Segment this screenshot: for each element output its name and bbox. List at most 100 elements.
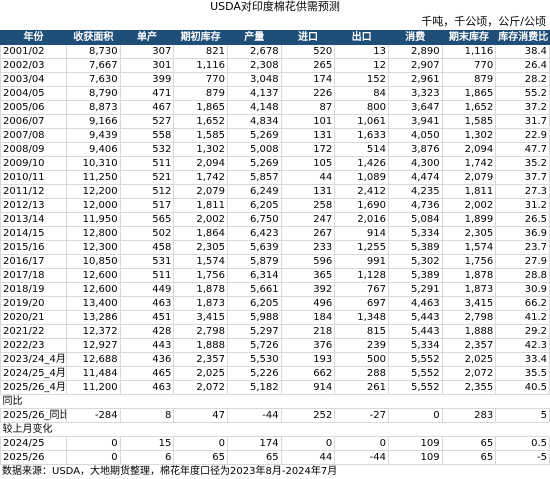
row-label: 2011/12 xyxy=(0,184,67,199)
cell: 283 xyxy=(441,408,497,423)
cell: 5,443 xyxy=(387,310,443,325)
cell: 2,094 xyxy=(173,156,228,171)
cell: 1,348 xyxy=(334,310,389,325)
cell: 28.8 xyxy=(495,268,550,283)
cell: 28.2 xyxy=(495,72,550,87)
cell: 33.4 xyxy=(495,352,550,367)
cell: 2,907 xyxy=(387,58,443,73)
cell: 35.2 xyxy=(495,156,550,171)
cell: 44 xyxy=(280,170,336,185)
cell: 4,463 xyxy=(387,296,443,311)
cell: 4,300 xyxy=(387,156,443,171)
cell: 47.7 xyxy=(495,142,550,157)
cell: 7,630 xyxy=(66,72,121,87)
cell: 31.7 xyxy=(495,114,550,129)
cell: 66.2 xyxy=(495,296,550,311)
cell: 565 xyxy=(119,212,175,227)
row-label: 2007/08 xyxy=(0,128,67,143)
cell: 42.3 xyxy=(495,338,550,353)
row-label: 2025/26 xyxy=(0,450,67,465)
cell: 47 xyxy=(173,408,228,423)
cell: 471 xyxy=(119,86,175,101)
cell: 31.2 xyxy=(495,198,550,213)
cell: 496 xyxy=(280,296,336,311)
cell: 815 xyxy=(334,324,389,339)
row-label: 2024/25_4月 xyxy=(0,366,67,381)
cell: 87 xyxy=(280,100,336,115)
cell: 0 xyxy=(66,450,121,465)
cell: 770 xyxy=(441,58,497,73)
table-row: 2011/12 12,200 512 2,079 6,249 131 2,412 4,235 1… xyxy=(0,184,550,199)
cell: 4,474 xyxy=(387,170,443,185)
cell: 3,415 xyxy=(441,296,497,311)
column-header: 期末库存 xyxy=(441,30,497,45)
cell: 1,574 xyxy=(173,254,228,269)
cell: 2,890 xyxy=(387,44,443,59)
cell: 449 xyxy=(119,282,175,297)
cell: 30.9 xyxy=(495,282,550,297)
cell: 2,355 xyxy=(441,380,497,395)
table-row: 2010/11 11,250 521 1,742 5,857 44 1,089 4,474 2,… xyxy=(0,170,550,185)
cell: 12,372 xyxy=(66,324,121,339)
cell: 27.3 xyxy=(495,184,550,199)
cell: 174 xyxy=(226,436,282,451)
row-label: 2021/22 xyxy=(0,324,67,339)
cell: 174 xyxy=(280,72,336,87)
cell: 532 xyxy=(119,142,175,157)
cell: 1,742 xyxy=(441,156,497,171)
section-label: 较上月变化 xyxy=(0,422,550,437)
row-label: 2013/14 xyxy=(0,212,67,227)
cell: 511 xyxy=(119,268,175,283)
cell: 5,552 xyxy=(387,380,443,395)
cell: 65 xyxy=(226,450,282,465)
cell: 392 xyxy=(280,282,336,297)
table-row: 2025/26_同比 -284 8 47 -44 252 -27 0 283 5 xyxy=(0,408,550,423)
cell: 502 xyxy=(119,226,175,241)
cell: 6 xyxy=(119,450,175,465)
cell: 5,269 xyxy=(226,128,282,143)
table-row: 2013/14 11,950 565 2,002 6,750 247 2,016 5,084 1… xyxy=(0,212,550,227)
cell: 1,652 xyxy=(173,114,228,129)
cell: 1,865 xyxy=(441,86,497,101)
cell: 4,736 xyxy=(387,198,443,213)
column-header: 年份 xyxy=(0,30,67,45)
cell: 5,008 xyxy=(226,142,282,157)
cell: 514 xyxy=(334,142,389,157)
row-label: 2008/09 xyxy=(0,142,67,157)
cell: 6,205 xyxy=(226,296,282,311)
cell: 511 xyxy=(119,156,175,171)
cell: 6,205 xyxy=(226,198,282,213)
cell: 4,050 xyxy=(387,128,443,143)
table-row: 2009/10 10,310 511 2,094 5,269 105 1,426 4,300 1… xyxy=(0,156,550,171)
cell: 11,950 xyxy=(66,212,121,227)
cell: 131 xyxy=(280,128,336,143)
table-row: 2001/02 8,730 307 821 2,678 520 13 2,890 1,116 38… xyxy=(0,44,550,59)
cell: 1,742 xyxy=(173,170,228,185)
row-label: 2023/24_4月 xyxy=(0,352,67,367)
cell: 11,250 xyxy=(66,170,121,185)
cell: 2,002 xyxy=(441,198,497,213)
cell: 463 xyxy=(119,380,175,395)
cell: 5,726 xyxy=(226,338,282,353)
cell: 1,888 xyxy=(441,324,497,339)
cell: 1,888 xyxy=(173,338,228,353)
cell: 1,811 xyxy=(173,198,228,213)
cell: 193 xyxy=(280,352,336,367)
cell: 1,426 xyxy=(334,156,389,171)
table-row: 2004/05 8,790 471 879 4,137 226 84 3,323 1,865 55… xyxy=(0,86,550,101)
cell: 27.9 xyxy=(495,254,550,269)
cell: 1,873 xyxy=(173,296,228,311)
cell: 265 xyxy=(280,58,336,73)
cell: 0 xyxy=(173,436,228,451)
cell: 3,876 xyxy=(387,142,443,157)
cell: 5,879 xyxy=(226,254,282,269)
cell: 1,652 xyxy=(441,100,497,115)
cell: 172 xyxy=(280,142,336,157)
cell: 1,633 xyxy=(334,128,389,143)
cell: 463 xyxy=(119,296,175,311)
cell: 2,094 xyxy=(441,142,497,157)
cell: 914 xyxy=(280,380,336,395)
cell: 5,389 xyxy=(387,240,443,255)
table-body: 2001/02 8,730 307 821 2,678 520 13 2,890 1,116 38… xyxy=(0,44,550,465)
